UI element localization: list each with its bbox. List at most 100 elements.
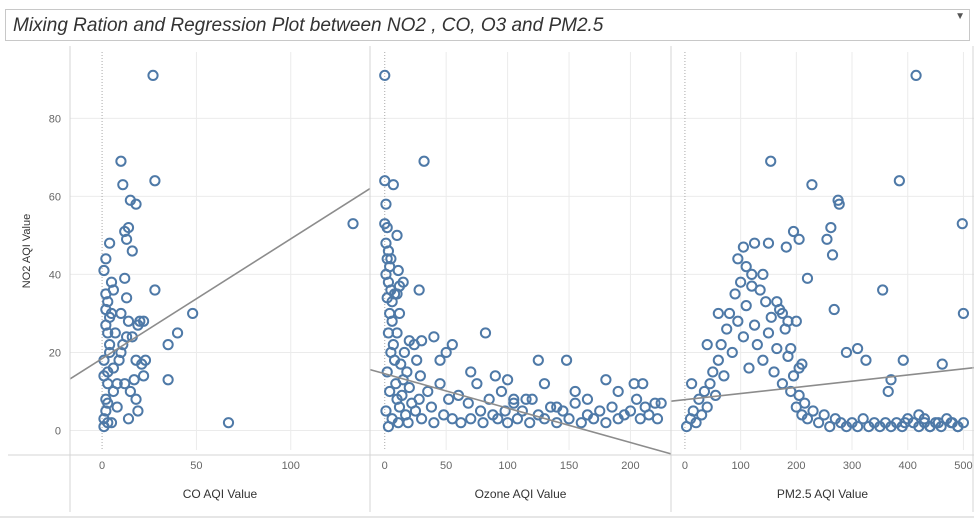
data-point — [411, 354, 423, 366]
data-point — [147, 69, 159, 82]
data-point — [171, 327, 184, 339]
data-point — [382, 420, 395, 433]
data-point — [122, 315, 135, 327]
data-point — [483, 393, 495, 405]
data-point — [115, 307, 127, 320]
data-point — [735, 276, 747, 288]
data-point — [380, 198, 392, 210]
data-point — [851, 420, 864, 433]
data-point — [385, 253, 397, 265]
x-tick-label: 100 — [498, 460, 516, 472]
data-point — [128, 374, 140, 386]
data-point — [428, 331, 440, 343]
data-point — [701, 339, 713, 351]
data-point — [115, 346, 127, 359]
data-point — [413, 284, 425, 296]
x-tick-label: 100 — [731, 460, 749, 472]
data-point — [806, 179, 818, 191]
data-point — [414, 370, 426, 382]
data-point — [740, 261, 752, 273]
data-point — [465, 366, 477, 378]
data-point — [384, 385, 396, 398]
data-point — [434, 378, 446, 390]
data-point — [111, 401, 123, 413]
data-point — [386, 315, 398, 327]
y-tick-label: 20 — [49, 347, 61, 359]
data-point — [737, 331, 750, 343]
data-point — [588, 413, 600, 425]
data-point — [403, 335, 415, 347]
data-point — [600, 374, 612, 386]
data-point — [465, 413, 477, 425]
data-point — [499, 405, 511, 417]
data-point — [824, 420, 836, 433]
data-point — [600, 417, 612, 429]
data-point — [391, 288, 403, 300]
data-point — [139, 354, 152, 366]
data-point — [508, 397, 520, 409]
data-point — [418, 155, 430, 167]
data-point — [631, 393, 643, 405]
data-point — [477, 417, 489, 429]
data-point — [386, 296, 398, 308]
data-point — [932, 417, 944, 429]
data-point — [137, 315, 150, 327]
chevron-down-icon[interactable]: ▼ — [955, 11, 965, 22]
data-point — [396, 389, 408, 401]
data-point — [575, 417, 587, 429]
x-tick-label: 50 — [440, 460, 452, 472]
data-point — [532, 354, 544, 366]
data-point — [526, 393, 538, 405]
data-point — [860, 354, 872, 366]
data-point — [397, 276, 409, 288]
data-point — [624, 405, 637, 417]
data-point — [102, 296, 114, 308]
trend-line — [369, 368, 672, 455]
data-point — [723, 307, 736, 320]
data-point — [100, 303, 112, 316]
y-axis-label: NO2 AQI Value — [21, 214, 33, 288]
data-point — [119, 272, 131, 284]
data-point — [771, 342, 783, 355]
data-point — [857, 413, 869, 425]
data-point — [628, 378, 640, 390]
data-point — [520, 393, 532, 405]
data-point — [918, 413, 931, 425]
data-point — [381, 221, 393, 234]
data-point — [897, 354, 909, 366]
y-tick-label: 60 — [49, 191, 61, 203]
data-point — [347, 218, 359, 230]
data-point — [380, 405, 392, 417]
data-point — [765, 155, 777, 167]
data-point — [391, 229, 403, 241]
data-point — [828, 303, 840, 316]
data-point — [440, 346, 452, 359]
data-point — [910, 69, 922, 82]
x-tick-label: 0 — [682, 460, 688, 472]
data-point — [690, 417, 702, 429]
data-point — [840, 346, 853, 359]
data-point — [162, 339, 174, 351]
data-point — [612, 385, 624, 398]
data-point — [508, 393, 520, 405]
data-point — [569, 397, 581, 409]
data-point — [471, 378, 483, 390]
x-tick-label: 400 — [899, 460, 917, 472]
x-axis-label: PM2.5 AQI Value — [777, 487, 868, 501]
data-point — [686, 378, 698, 390]
data-point — [392, 264, 404, 277]
page-title: Mixing Ration and Regression Plot betwee… — [13, 15, 604, 36]
data-point — [104, 339, 116, 351]
data-point — [100, 405, 112, 417]
data-point — [381, 366, 393, 378]
x-tick-label: 0 — [99, 460, 105, 472]
data-point — [124, 385, 136, 398]
data-point — [98, 264, 110, 277]
data-point — [393, 307, 406, 320]
data-point — [768, 366, 780, 378]
data-point — [655, 397, 667, 409]
data-point — [771, 296, 783, 308]
data-point — [524, 417, 536, 429]
data-point — [187, 307, 199, 320]
data-point — [813, 417, 825, 429]
